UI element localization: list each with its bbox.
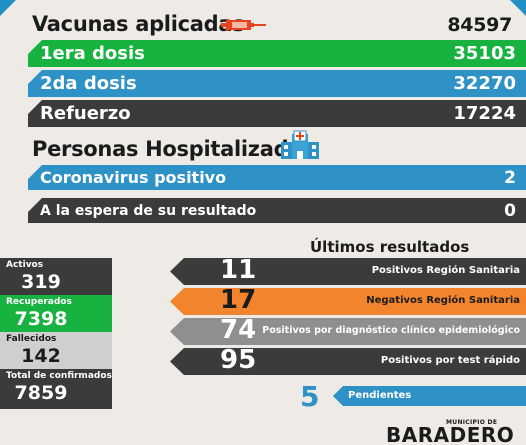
stat-label: Activos [6, 260, 44, 270]
footer-municipality-name: BARADERO [386, 423, 515, 445]
vaccines-total: 84597 [447, 14, 512, 36]
stat-confirmed: Total de confirmados 7859 [0, 369, 112, 409]
pending-label: Pendientes [348, 390, 412, 401]
bar-notch [28, 165, 42, 179]
result-row: 95 Positivos por test rápido [184, 345, 526, 375]
hospitalized-title: Personas Hospitalizadas [32, 137, 315, 161]
stat-deceased: Fallecidos 142 [0, 332, 112, 369]
result-label: Positivos por test rápido [380, 355, 520, 366]
vaccine-value: 35103 [453, 43, 516, 64]
bar-notch [28, 40, 42, 54]
vaccine-row-second-dose: 2da dosis 32270 [28, 70, 526, 97]
bar-notch [28, 100, 42, 114]
stat-recovered: Recuperados 7398 [0, 295, 112, 332]
stat-value: 319 [21, 271, 61, 293]
bar-notch [28, 198, 42, 212]
result-value: 11 [220, 255, 257, 285]
vaccine-row-booster: Refuerzo 17224 [28, 100, 526, 127]
results-arrows [170, 258, 526, 375]
pending-value: 5 [300, 380, 320, 413]
hospital-icon [281, 130, 319, 159]
vaccine-value: 32270 [453, 73, 516, 94]
vaccine-value: 17224 [453, 103, 516, 124]
vaccine-label: Refuerzo [40, 103, 131, 124]
result-value: 95 [220, 345, 257, 375]
hospital-row-positive: Coronavirus positivo 2 [28, 165, 526, 190]
pending-arrow [333, 386, 526, 406]
hospital-value: 2 [504, 167, 516, 188]
results-title: Últimos resultados [310, 238, 470, 256]
stat-value: 142 [21, 345, 61, 367]
stat-label: Total de confirmados [6, 371, 112, 381]
stat-value: 7398 [14, 308, 68, 330]
stat-label: Fallecidos [6, 334, 57, 344]
vaccine-row-first-dose: 1era dosis 35103 [28, 40, 526, 67]
bar-notch [28, 70, 42, 84]
syringe-icon [221, 19, 266, 31]
corner-decoration [510, 0, 526, 16]
corner-decoration [0, 0, 16, 16]
result-label: Positivos Región Sanitaria [371, 265, 520, 276]
result-row: 11 Positivos Región Sanitaria [184, 255, 526, 285]
stat-active: Activos 319 [0, 258, 112, 295]
result-label: Positivos por diagnóstico clínico epidem… [262, 325, 520, 336]
result-row: 17 Negativos Región Sanitaria [184, 285, 526, 315]
hospital-row-pending: A la espera de su resultado 0 [28, 198, 526, 223]
hospital-value: 0 [504, 200, 516, 221]
vaccines-title: Vacunas aplicadas [32, 12, 245, 36]
result-value: 74 [220, 315, 257, 345]
hospital-label: A la espera de su resultado [40, 202, 257, 219]
hospital-label: Coronavirus positivo [40, 168, 227, 187]
result-row: 74 Positivos por diagnóstico clínico epi… [184, 315, 526, 345]
stat-label: Recuperados [6, 297, 72, 307]
footer-municipality-small: MUNICIPIO DE [446, 419, 498, 426]
vaccine-label: 2da dosis [40, 73, 137, 94]
result-label: Negativos Región Sanitaria [366, 295, 520, 306]
result-value: 17 [220, 285, 257, 315]
vaccine-label: 1era dosis [40, 43, 145, 64]
stat-value: 7859 [14, 382, 68, 404]
